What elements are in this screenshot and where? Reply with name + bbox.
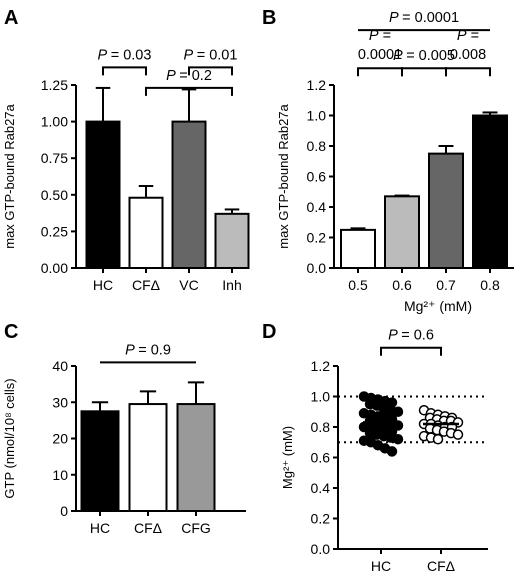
- significance-bracket: [145, 86, 233, 96]
- x-tick-label: HC: [90, 520, 110, 536]
- panel-label: A: [4, 7, 18, 29]
- x-tick-label: CFΔ: [132, 277, 160, 293]
- y-tick-label: 0.25: [41, 223, 68, 239]
- y-tick-label: 1.0: [311, 389, 331, 405]
- y-tick-label: 10: [52, 467, 68, 483]
- x-tick-label: 0.8: [480, 277, 500, 293]
- bar: [214, 212, 250, 269]
- p-value-label: P = 0.005: [393, 48, 455, 64]
- y-tick-label: 0: [60, 503, 68, 519]
- data-point: [452, 429, 464, 440]
- bar: [85, 120, 121, 269]
- bar: [128, 196, 164, 269]
- significance-bracket: [380, 346, 442, 356]
- x-tick-label: CFΔ: [134, 520, 162, 536]
- significance-bracket: [445, 67, 491, 77]
- y-tick-label: 0.6: [311, 450, 331, 466]
- y-axis-label: GTP (nmol/10⁸ cells): [2, 378, 17, 498]
- y-tick-label: 40: [52, 358, 68, 374]
- p-value-label: P = 0.9: [125, 342, 171, 358]
- y-tick-label: 0.00: [41, 260, 68, 276]
- chart-panel-d: D Mg²⁺ (mM) 0.0 0.2 0.4 0.6 0.8 1.0 1.2 HC CFΔ P = …: [262, 321, 488, 572]
- significance-bracket: [102, 66, 147, 76]
- y-tick-label: 0.0: [307, 260, 327, 276]
- x-tick-label: HC: [371, 558, 391, 572]
- p-value-label: P =: [369, 28, 391, 44]
- y-tick-label: 1.25: [41, 77, 68, 93]
- x-tick-label: Inh: [222, 277, 241, 293]
- panel-label: B: [262, 7, 276, 29]
- significance-bracket: [357, 67, 403, 77]
- x-tick-label: 0.7: [436, 277, 456, 293]
- bar: [428, 152, 464, 269]
- y-axis-label: Mg²⁺ (mM): [280, 426, 295, 489]
- bar: [128, 403, 168, 512]
- y-axis-label: max GTP-bound Rab27a: [2, 103, 17, 248]
- x-tick-label: VC: [179, 277, 198, 293]
- panel-label: D: [262, 321, 276, 343]
- x-tick-label: 0.6: [392, 277, 412, 293]
- data-point: [392, 433, 404, 445]
- y-tick-label: 30: [52, 394, 68, 410]
- bar: [472, 114, 508, 269]
- y-tick-label: 1.2: [307, 77, 327, 93]
- p-value-label: P = 0.0001: [389, 10, 459, 26]
- x-tick-label: CFΔ: [427, 558, 455, 572]
- y-tick-label: 0.6: [307, 169, 327, 185]
- y-tick-label: 1.2: [311, 358, 331, 374]
- y-tick-label: 0.0: [311, 541, 331, 557]
- p-value-label: 0.0001: [358, 47, 402, 63]
- x-tick-label: HC: [93, 277, 113, 293]
- significance-bracket: [188, 66, 233, 76]
- y-axis-label: max GTP-bound Rab27a: [276, 103, 291, 248]
- y-tick-label: 0.2: [307, 230, 327, 246]
- y-tick-label: 0.8: [311, 419, 331, 435]
- y-tick-label: 0.4: [307, 199, 327, 215]
- bar: [340, 228, 376, 269]
- x-tick-label: CFG: [181, 520, 211, 536]
- x-axis-label: Mg²⁺ (mM): [404, 298, 472, 314]
- p-value-label: P = 0.6: [388, 328, 434, 344]
- y-tick-label: 0.75: [41, 150, 68, 166]
- p-value-label: P = 0.01: [184, 47, 238, 63]
- data-point: [392, 406, 404, 417]
- p-value-label: P = 0.2: [166, 68, 212, 84]
- y-tick-label: 20: [52, 431, 68, 447]
- p-value-label: P =: [457, 28, 479, 44]
- y-tick-label: 1.0: [307, 108, 327, 124]
- data-point: [432, 433, 444, 445]
- y-tick-label: 0.8: [307, 138, 327, 154]
- bar: [384, 195, 420, 269]
- bar: [176, 403, 216, 512]
- y-tick-label: 1.00: [41, 114, 68, 130]
- significance-bracket: [401, 67, 447, 77]
- p-value-label: P = 0.03: [98, 47, 152, 63]
- panel-label: C: [4, 321, 18, 343]
- p-value-label: 0.008: [450, 47, 486, 63]
- y-tick-label: 0.2: [311, 511, 331, 527]
- bar: [80, 410, 120, 512]
- y-tick-label: 0.4: [311, 480, 331, 496]
- data-point: [386, 446, 398, 457]
- x-tick-label: 0.5: [348, 277, 368, 293]
- bar: [171, 120, 207, 269]
- y-tick-label: 0.50: [41, 187, 68, 203]
- chart-panel-c: C GTP (nmol/10⁸ cells) 0 10 20 30 40 HC CFΔ CFG P …: [2, 321, 246, 536]
